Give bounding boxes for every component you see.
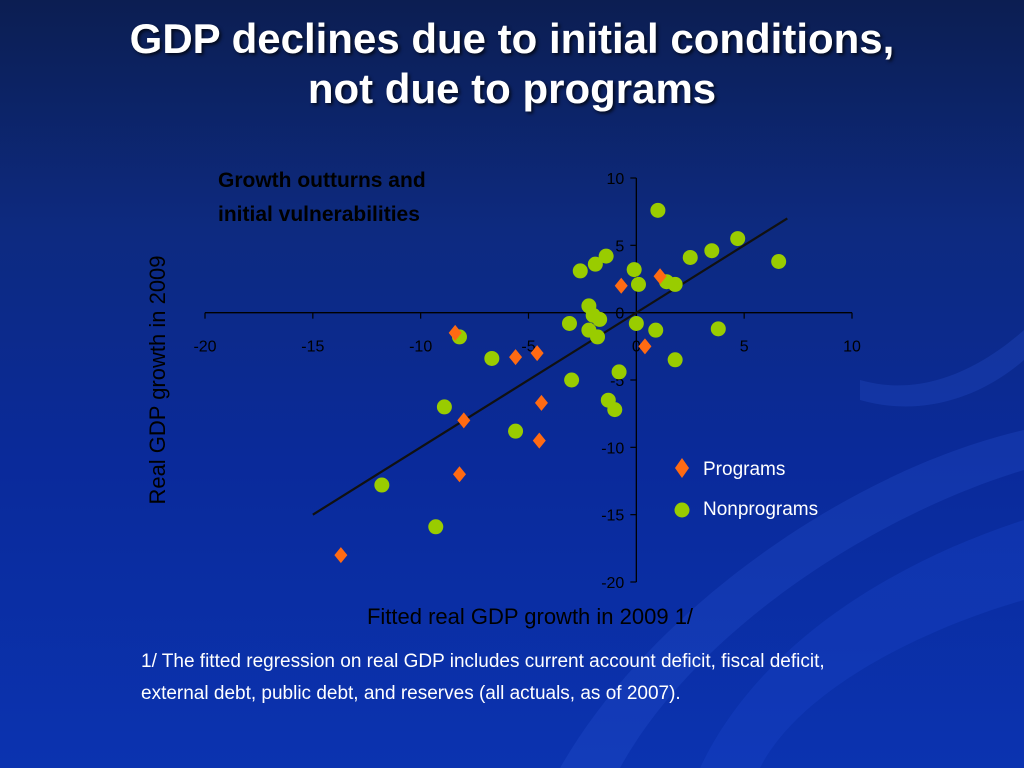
x-tick-label: -10: [409, 339, 432, 356]
programs-point: [653, 268, 667, 285]
programs-point: [534, 394, 548, 411]
nonprograms-point: [650, 202, 666, 218]
programs-point: [614, 277, 628, 294]
nonprograms-point: [436, 399, 452, 415]
slide-title: GDP declines due to initial conditions, …: [0, 14, 1024, 114]
nonprograms-point: [428, 519, 444, 535]
programs-point: [334, 547, 348, 564]
nonprograms-point: [710, 321, 726, 337]
y-axis-title: Real GDP growth in 2009: [145, 255, 170, 504]
nonprograms-point: [484, 350, 500, 366]
x-tick-label: -15: [301, 339, 324, 356]
legend-nonprograms-marker: [674, 502, 690, 518]
x-tick-label: -20: [193, 339, 216, 356]
nonprograms-point: [374, 477, 390, 493]
nonprograms-point: [648, 322, 664, 338]
nonprograms-point: [572, 263, 588, 279]
x-tick-label: 10: [843, 339, 861, 356]
nonprograms-point: [590, 329, 606, 345]
y-tick-label: -20: [601, 575, 624, 592]
programs-point: [509, 349, 523, 366]
nonprograms-point: [587, 256, 603, 272]
chart-title-line2: initial vulnerabilities: [218, 203, 420, 226]
nonprograms-point: [771, 253, 787, 269]
nonprograms-point: [561, 315, 577, 331]
programs-point: [532, 432, 546, 449]
y-tick-label: -15: [601, 508, 624, 525]
legend: Programs Nonprograms: [674, 458, 818, 520]
nonprograms-point: [592, 311, 608, 327]
programs-point: [457, 412, 471, 429]
nonprograms-point: [508, 423, 524, 439]
data-points: [334, 202, 787, 564]
nonprograms-point: [611, 364, 627, 380]
x-axis-title: Fitted real GDP growth in 2009 1/: [367, 604, 694, 629]
regression-line-group: [312, 217, 788, 516]
legend-programs-marker: [675, 458, 689, 478]
chart-title-line1: Growth outturns and: [218, 169, 426, 192]
nonprograms-point: [564, 372, 580, 388]
nonprograms-point: [730, 231, 746, 247]
programs-point: [530, 345, 544, 362]
nonprograms-point: [704, 243, 720, 259]
y-tick-label: 10: [607, 171, 625, 188]
nonprograms-point: [667, 352, 683, 368]
x-tick-label: 0: [632, 339, 641, 356]
nonprograms-point: [628, 315, 644, 331]
programs-point: [638, 338, 652, 355]
nonprograms-point: [630, 276, 646, 292]
nonprograms-point: [667, 276, 683, 292]
x-tick-label: 5: [740, 339, 749, 356]
nonprograms-point: [598, 248, 614, 264]
nonprograms-point: [626, 262, 642, 278]
legend-programs-label: Programs: [703, 459, 785, 480]
programs-point: [452, 466, 466, 483]
nonprograms-point: [682, 249, 698, 265]
slide-title-line2: not due to programs: [307, 65, 717, 112]
slide-title-line1: GDP declines due to initial conditions,: [129, 15, 895, 62]
y-tick-label: -10: [601, 440, 624, 457]
footnote: 1/ The fitted regression on real GDP inc…: [141, 651, 825, 704]
nonprograms-point: [607, 402, 623, 418]
y-tick-label: 0: [615, 306, 624, 323]
programs-point: [448, 324, 462, 341]
legend-nonprograms-label: Nonprograms: [703, 499, 818, 520]
y-tick-label: 5: [615, 238, 624, 255]
regression-line: [312, 217, 788, 516]
